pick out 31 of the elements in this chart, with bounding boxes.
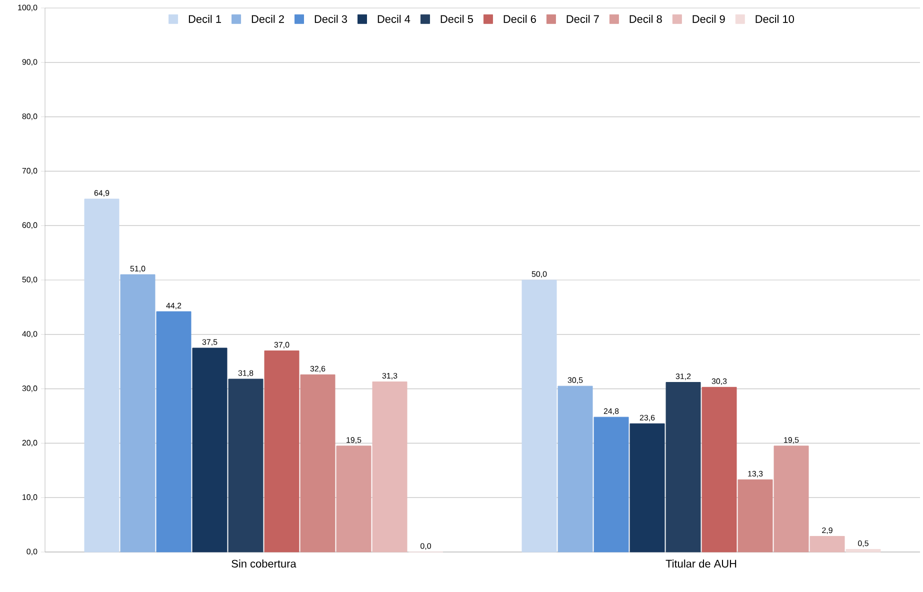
bar xyxy=(300,374,336,552)
legend-label: Decil 8 xyxy=(630,14,662,23)
x-tick-label: Sin cobertura xyxy=(232,560,296,568)
bar xyxy=(192,348,228,552)
bar xyxy=(558,386,593,552)
legend-label: Decil 4 xyxy=(378,14,410,23)
bar xyxy=(372,381,408,552)
x-tick-label: Titular de AUH xyxy=(666,560,736,568)
bar xyxy=(156,311,192,552)
bar xyxy=(228,378,264,552)
bar xyxy=(630,423,665,552)
bar xyxy=(666,382,701,552)
legend-label: Decil 10 xyxy=(756,14,794,23)
legend-label: Decil 6 xyxy=(504,14,536,23)
bar xyxy=(846,549,881,552)
bar xyxy=(738,479,773,552)
bar xyxy=(702,386,737,552)
bar xyxy=(594,416,629,552)
bar xyxy=(84,198,120,552)
bar xyxy=(774,446,809,552)
bar xyxy=(120,274,156,552)
bar xyxy=(522,280,557,552)
legend-label: Decil 1 xyxy=(188,14,221,23)
bar xyxy=(810,536,845,552)
legend-label: Decil 5 xyxy=(440,14,473,23)
legend-label: Decil 3 xyxy=(314,14,347,23)
legend-label: Decil 2 xyxy=(252,14,284,23)
bar xyxy=(336,446,372,552)
legend-label: Decil 9 xyxy=(692,14,725,23)
legend-label: Decil 7 xyxy=(566,14,599,23)
bar xyxy=(264,350,300,552)
